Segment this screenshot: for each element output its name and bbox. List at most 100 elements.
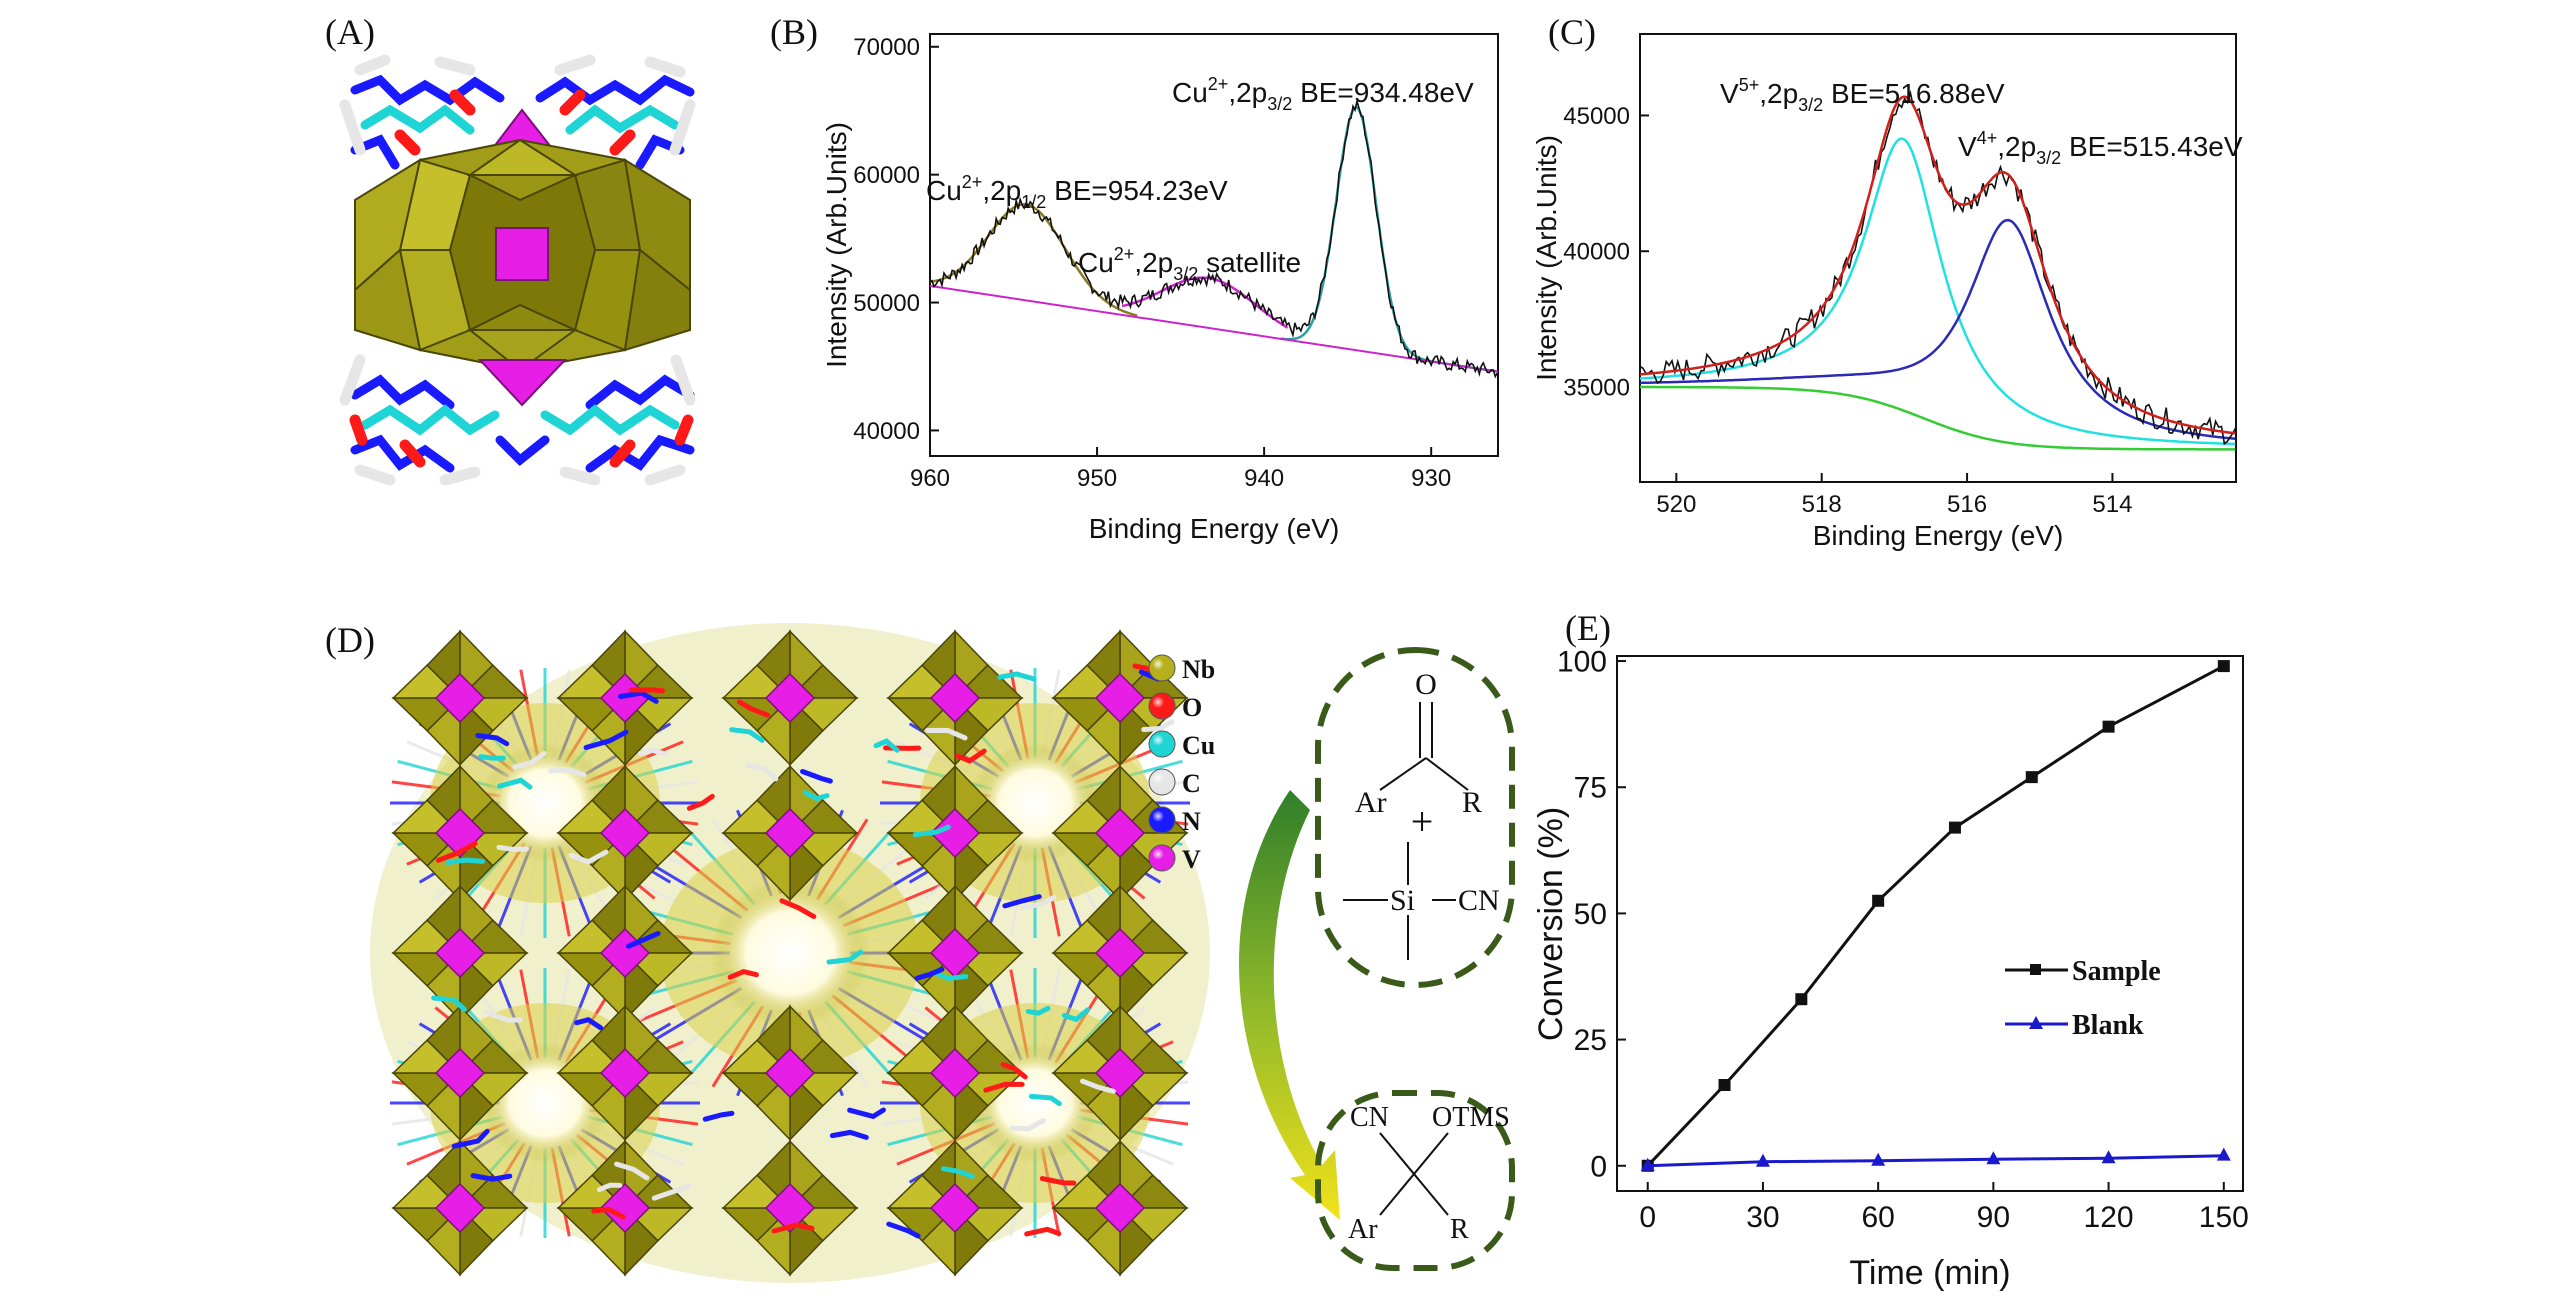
legend-ball-n-shine [1149,807,1175,833]
reactant-si: Si [1390,884,1415,917]
data-point-sample [2217,660,2230,673]
y-axis-label-c: Intensity (Arb.Units) [1531,135,1562,381]
y-tick-label: 35000 [1563,374,1630,401]
legend-label-o: O [1182,693,1202,722]
ligand-fragment [1039,1176,1077,1186]
vo4-unit [1094,672,1146,724]
product-box: CN OTMS Ar R [1315,1090,1515,1271]
y-tick-label: 50 [1574,898,1607,931]
nb-cluster [721,1004,859,1142]
ligand-fragment [1025,1005,1051,1016]
ligand-fragment [729,727,765,743]
legend-e: Sample Blank [2005,956,2161,1041]
ligand-fragment [651,1183,692,1201]
nb-cluster [721,629,859,767]
ligand-fragment [614,1161,650,1181]
annot-b2-sub: 1/2 [1021,192,1046,212]
ligand-fragment [934,971,969,981]
nb-cluster [391,1004,529,1142]
envelope-c [1639,95,2236,435]
reactants-dashed-border [1315,647,1515,988]
nb-cluster [886,1004,1024,1142]
bond-r-1 [1425,757,1469,791]
nb-cluster [391,764,529,902]
data-point-sample [1718,1079,1731,1092]
x-tick-label: 950 [1077,465,1117,492]
vo4-unit [1094,1047,1146,1099]
ligand-fragment [914,966,945,981]
data-point-blank [1755,1153,1770,1167]
ligand-fragment [771,1222,815,1234]
annot-c2-sub: 3/2 [2036,148,2061,168]
xps-cu-chart: 960 950 940 930 40000 50000 60000 70000 Binding… [821,33,1499,544]
y-tick-label: 40000 [853,418,920,445]
ligand-fragment [727,968,759,980]
ligand-fragment [596,1182,623,1193]
x-tick-label: 940 [1244,465,1284,492]
ligand-fragment [737,699,771,718]
nb-cluster [1051,884,1189,1022]
data-point-sample [1872,894,1885,907]
vo4-unit [1094,1182,1146,1234]
nb-cluster [721,1139,859,1277]
product-r: R [1450,1214,1469,1245]
ligand-fragment [924,727,968,741]
ligand-fragment [478,754,506,761]
annot-b1-charge: 2+ [1208,74,1229,94]
xps-v-chart: 520 518 516 514 35000 40000 45000 Binding Ener… [1531,33,2243,551]
y-tick-label: 0 [1590,1150,1607,1183]
nb-cluster [1051,1139,1189,1277]
ligand-cluster-bottom [339,354,696,486]
data-point-sample [1795,993,1808,1006]
legend-item-o: O [1148,692,1202,722]
legend-label-sample: Sample [2072,956,2161,987]
vo4-unit [929,672,981,724]
ligand-fragment [800,768,833,784]
ligand-fragment [483,1010,523,1023]
vo4-unit [434,1047,486,1099]
annot-c2-sep: , [1997,131,2005,162]
legend-item-nb: Nb [1148,654,1215,684]
annotation-c-v4: V4+,2p3/2 BE=515.43eV [1958,128,2243,168]
data-point-sample [2025,771,2038,784]
annotation-b-cu-1-2: Cu2+,2p1/2 BE=954.23eV [926,172,1228,212]
ligand-fragment [886,1221,921,1239]
vo4-unit [1094,807,1146,859]
ligand-fragment [686,793,715,811]
vo4-unit [599,1182,651,1234]
annot-c2-charge: 4+ [1977,128,1998,148]
vo4-unit [764,1047,816,1099]
vo4-unit [764,807,816,859]
ligand-fragment [1002,894,1042,909]
framework-d-image [370,623,1210,1283]
x-tick-label: 150 [2199,1201,2249,1234]
nb-cluster [556,764,694,902]
annot-b1-ion: Cu [1172,77,1208,108]
pore-opening [710,878,870,1028]
ligand-cluster-top [339,54,696,170]
ligand-fragment [997,671,1037,682]
legend-ball-v-shine [1149,845,1175,871]
legend-ball-c-shine [1149,769,1175,795]
legend-label-c: C [1182,769,1201,798]
x-tick-label: 930 [1411,465,1451,492]
annot-b3-charge: 2+ [1114,244,1135,264]
vo4-unit [434,927,486,979]
element-legend: Nb O Cu C N V [1148,654,1215,874]
data-point-sample [2102,720,2115,733]
plot-frame-e [1616,655,2244,1192]
reaction-arrow [1238,790,1340,1220]
y-tick-label: 50000 [853,290,920,317]
ligand-fragment [1024,1226,1062,1237]
nb-cluster [886,629,1024,767]
ligand-fragment [470,1173,513,1182]
x-tick-label: 60 [1861,1201,1894,1234]
ligand-fragment [445,857,486,866]
series-line-sample [1646,664,2225,1167]
ligand-fragment [1028,1093,1062,1107]
legend-item-cu: Cu [1148,730,1215,760]
legend-item-n: N [1148,806,1201,836]
legend-ball-nb-shine [1149,655,1175,681]
reactant-ar: Ar [1355,786,1387,819]
